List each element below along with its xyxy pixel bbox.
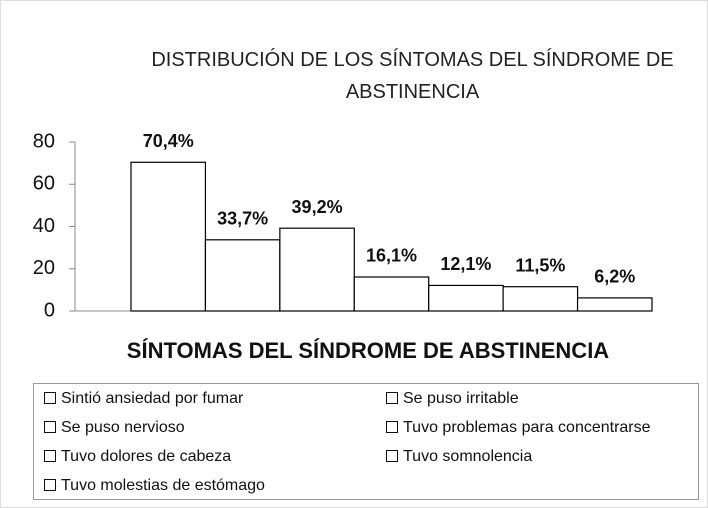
legend: Sintió ansiedad por fumar Se puso irritab… bbox=[33, 383, 699, 500]
bar bbox=[576, 297, 653, 312]
bar bbox=[353, 276, 430, 312]
bar bbox=[130, 161, 207, 312]
bar bbox=[204, 239, 281, 312]
value-label: 12,1% bbox=[440, 254, 491, 274]
y-tick-label: 80 bbox=[33, 130, 55, 152]
legend-item: Tuvo somnolencia bbox=[386, 448, 532, 466]
bar bbox=[428, 284, 504, 312]
x-axis-title: SÍNTOMAS DEL SÍNDROME DE ABSTINENCIA bbox=[127, 338, 610, 363]
y-tick-label: 60 bbox=[33, 173, 55, 195]
y-tick-label: 20 bbox=[33, 257, 55, 279]
y-tick-label: 0 bbox=[44, 299, 55, 321]
value-label: 6,2% bbox=[594, 267, 635, 287]
chart-title: DISTRIBUCIÓN DE LOS SÍNTOMAS DEL SÍNDROM… bbox=[151, 49, 674, 103]
y-tick-label: 40 bbox=[33, 215, 55, 237]
legend-item: Tuvo problemas para concentrarse bbox=[386, 419, 651, 437]
legend-item: Sintió ansiedad por fumar bbox=[44, 390, 243, 408]
legend-item: Se puso nervioso bbox=[44, 419, 185, 437]
legend-item: Se puso irritable bbox=[386, 390, 519, 408]
bar bbox=[279, 227, 355, 312]
legend-item: Tuvo dolores de cabeza bbox=[44, 448, 231, 466]
value-label: 33,7% bbox=[217, 209, 268, 229]
value-label: 11,5% bbox=[515, 255, 565, 275]
bar bbox=[502, 286, 579, 312]
value-label: 39,2% bbox=[292, 197, 343, 217]
value-label: 16,1% bbox=[366, 246, 417, 266]
legend-item: Tuvo molestias de estómago bbox=[44, 477, 265, 495]
value-label: 70,4% bbox=[143, 131, 194, 151]
